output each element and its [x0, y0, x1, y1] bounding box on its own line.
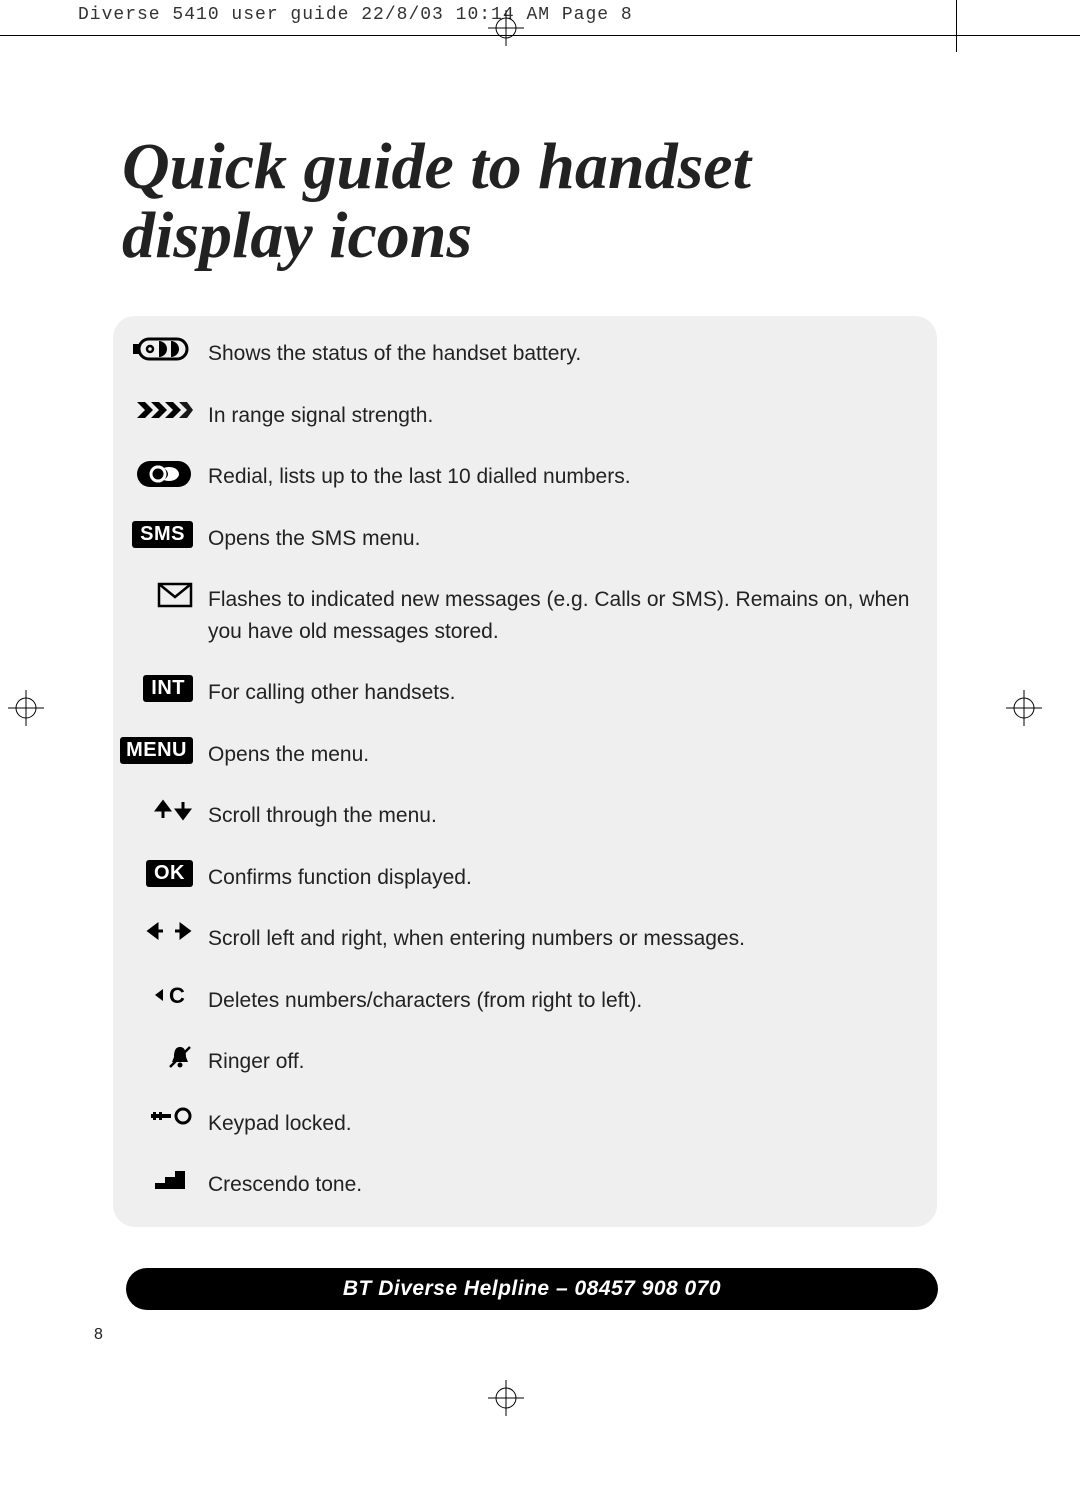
registration-mark-right	[1006, 690, 1042, 726]
signal-icon	[113, 398, 193, 422]
crop-mark-header: Diverse 5410 user guide 22/8/03 10:14 AM…	[0, 0, 1080, 36]
legend-row-sms: SMS Opens the SMS menu.	[208, 521, 911, 555]
legend-row-redial: Redial, lists up to the last 10 dialled …	[208, 459, 911, 493]
menu-badge-icon: MENU	[113, 737, 193, 764]
legend-row-scroll-vertical: Scroll through the menu.	[208, 798, 911, 832]
legend-desc: Flashes to indicated new messages (e.g. …	[208, 582, 911, 647]
legend-row-keypad-lock: Keypad locked.	[208, 1106, 911, 1140]
delete-icon: C	[113, 983, 193, 1007]
helpline-footer: BT Diverse Helpline – 08457 908 070	[126, 1268, 938, 1310]
legend-desc: For calling other handsets.	[208, 675, 455, 709]
registration-mark-left	[8, 690, 44, 726]
legend-desc: Crescendo tone.	[208, 1167, 362, 1201]
key-lock-icon	[113, 1106, 193, 1126]
crescendo-icon	[113, 1167, 193, 1191]
legend-desc: Opens the SMS menu.	[208, 521, 420, 555]
envelope-icon	[113, 582, 193, 608]
legend-row-int: INT For calling other handsets.	[208, 675, 911, 709]
svg-text:C: C	[169, 983, 185, 1007]
legend-row-messages: Flashes to indicated new messages (e.g. …	[208, 582, 911, 647]
sms-badge-icon: SMS	[113, 521, 193, 548]
legend-row-battery: Shows the status of the handset battery.	[208, 336, 911, 370]
legend-desc: Redial, lists up to the last 10 dialled …	[208, 459, 631, 493]
registration-mark-top	[488, 10, 524, 46]
legend-desc: Deletes numbers/characters (from right t…	[208, 983, 642, 1017]
legend-row-signal: In range signal strength.	[208, 398, 911, 432]
page-number: 8	[94, 1326, 103, 1344]
icon-legend-box: Shows the status of the handset battery.…	[113, 316, 937, 1227]
int-badge-icon: INT	[113, 675, 193, 702]
legend-desc: Scroll left and right, when entering num…	[208, 921, 745, 955]
legend-row-scroll-horizontal: Scroll left and right, when entering num…	[208, 921, 911, 955]
battery-icon	[113, 336, 193, 362]
bell-off-icon	[113, 1044, 193, 1070]
legend-desc: Shows the status of the handset battery.	[208, 336, 581, 370]
legend-desc: Scroll through the menu.	[208, 798, 437, 832]
legend-desc: Confirms function displayed.	[208, 860, 472, 894]
badge-label: MENU	[120, 737, 193, 764]
legend-desc: In range signal strength.	[208, 398, 433, 432]
legend-desc: Opens the menu.	[208, 737, 369, 771]
legend-row-menu: MENU Opens the menu.	[208, 737, 911, 771]
title-line-1: Quick guide to handset	[122, 130, 751, 203]
redial-icon	[113, 459, 193, 489]
document-page: Diverse 5410 user guide 22/8/03 10:14 AM…	[0, 0, 1080, 1486]
title-line-2: display icons	[122, 199, 472, 272]
badge-label: INT	[143, 675, 193, 702]
helpline-text: BT Diverse Helpline – 08457 908 070	[343, 1277, 721, 1301]
legend-desc: Ringer off.	[208, 1044, 305, 1078]
legend-row-ok: OK Confirms function displayed.	[208, 860, 911, 894]
legend-row-crescendo: Crescendo tone.	[208, 1167, 911, 1201]
crop-mark-line	[956, 0, 957, 52]
left-right-arrows-icon	[113, 921, 193, 941]
registration-mark-bottom	[488, 1380, 524, 1416]
legend-row-delete: C Deletes numbers/characters (from right…	[208, 983, 911, 1017]
legend-row-ringer-off: Ringer off.	[208, 1044, 911, 1078]
badge-label: OK	[146, 860, 193, 887]
badge-label: SMS	[132, 521, 193, 548]
legend-desc: Keypad locked.	[208, 1106, 352, 1140]
up-down-arrows-icon	[113, 798, 193, 822]
ok-badge-icon: OK	[113, 860, 193, 887]
page-title: Quick guide to handset display icons	[122, 132, 751, 271]
